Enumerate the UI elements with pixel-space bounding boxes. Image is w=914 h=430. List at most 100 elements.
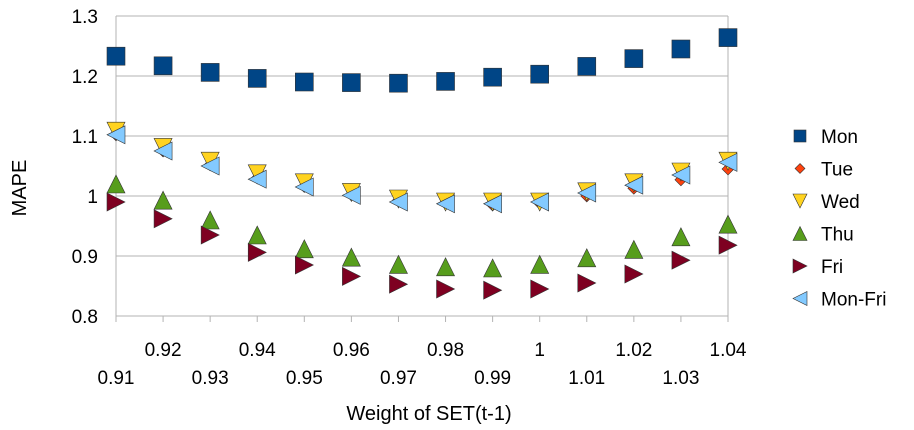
data-point (247, 69, 267, 88)
y-tick-label: 1.2 (72, 67, 98, 88)
x-tick-labels: 0.92 0.94 0.96 0.98 1 1.02 1.04 0.91 0.93 0.95 0.9… (98, 340, 747, 389)
data-point (671, 165, 691, 185)
data-point (671, 250, 691, 270)
data-point (435, 194, 455, 214)
x-tick-label: 0.93 (192, 368, 229, 389)
series-fri (106, 192, 738, 300)
legend-label: Fri (821, 257, 843, 278)
y-tick-label: 1.3 (72, 7, 98, 28)
legend-label: Mon-Fri (821, 290, 886, 311)
data-point (624, 49, 644, 68)
series-mon (106, 28, 738, 93)
data-point (153, 141, 173, 161)
x-tick-label: 0.96 (333, 340, 370, 361)
data-point (247, 242, 267, 262)
data-point (718, 235, 738, 255)
legend-label: Wed (821, 192, 860, 213)
legend-marker (792, 258, 808, 274)
series-tue (109, 128, 735, 212)
data-point (624, 175, 644, 195)
legend-label: Mon (821, 127, 858, 148)
data-point (153, 56, 173, 76)
data-point (294, 239, 314, 259)
data-point (577, 248, 597, 268)
data-point (341, 185, 361, 205)
data-point (106, 192, 126, 212)
x-tick-label: 1.01 (568, 368, 605, 389)
plot-series (106, 28, 738, 300)
data-point (342, 266, 362, 286)
x-tick-label: 1.02 (615, 340, 652, 361)
legend-label: Tue (821, 160, 853, 181)
x-tick-label: 1 (534, 340, 545, 361)
y-tick-labels: 0.8 0.9 1 1.1 1.2 1.3 (72, 7, 98, 328)
data-point (247, 225, 267, 245)
x-tick-label: 1.03 (662, 368, 699, 389)
data-point (106, 174, 126, 194)
y-axis-title: MAPE (9, 160, 31, 217)
data-point (200, 210, 220, 230)
data-point (153, 209, 173, 229)
data-point (389, 274, 409, 294)
data-point (388, 192, 408, 212)
data-point (718, 214, 738, 234)
legend-marker (792, 193, 808, 209)
x-tick-label: 1.04 (710, 340, 747, 361)
data-point (295, 72, 314, 92)
data-point (718, 152, 738, 172)
legend-label: Thu (821, 225, 854, 246)
legend-marker (792, 291, 808, 306)
data-point (294, 177, 314, 197)
data-point (577, 183, 597, 203)
legend-marker (794, 163, 806, 174)
data-point (247, 169, 267, 189)
data-point (436, 72, 455, 91)
data-point (624, 239, 644, 259)
data-point (153, 190, 173, 210)
y-tick-label: 0.9 (72, 247, 98, 268)
legend-marker (792, 225, 808, 241)
data-point (718, 28, 738, 47)
x-tick-label: 0.98 (427, 340, 464, 361)
data-point (530, 254, 550, 274)
data-point (388, 254, 408, 274)
data-point (200, 156, 220, 176)
data-point (530, 279, 550, 299)
legend-marker (793, 129, 807, 143)
y-tick-label: 0.8 (72, 307, 98, 328)
data-point (482, 194, 502, 214)
data-point (483, 280, 503, 300)
data-point (295, 255, 314, 275)
x-tick-label: 0.92 (145, 340, 182, 361)
legend: Mon Tue Wed Thu Fri Mon-Fri (792, 127, 886, 311)
x-tick-label: 0.99 (474, 368, 511, 389)
data-point (200, 63, 220, 82)
y-tick-label: 1.1 (72, 127, 98, 148)
series-thu (106, 174, 738, 278)
x-axis-title: Weight of SET(t-1) (346, 403, 511, 425)
data-point (577, 273, 597, 293)
data-point (671, 227, 691, 247)
data-point (624, 264, 644, 284)
data-point (389, 73, 408, 93)
data-point (530, 192, 549, 212)
data-point (436, 257, 456, 277)
data-point (483, 67, 502, 87)
data-point (577, 57, 597, 76)
data-point (671, 39, 691, 59)
data-point (342, 73, 361, 92)
x-tick-label: 0.91 (98, 368, 135, 389)
data-point (106, 46, 126, 66)
data-point (436, 279, 456, 299)
y-tick-label: 1 (87, 187, 98, 208)
x-tick-label: 0.97 (380, 368, 417, 389)
data-point (483, 258, 503, 278)
data-point (106, 125, 126, 145)
data-point (341, 247, 361, 267)
x-tick-label: 0.95 (286, 368, 323, 389)
x-tick-label: 0.94 (239, 340, 276, 361)
data-point (200, 225, 220, 245)
series-mon-fri (106, 125, 738, 214)
data-point (530, 64, 549, 84)
